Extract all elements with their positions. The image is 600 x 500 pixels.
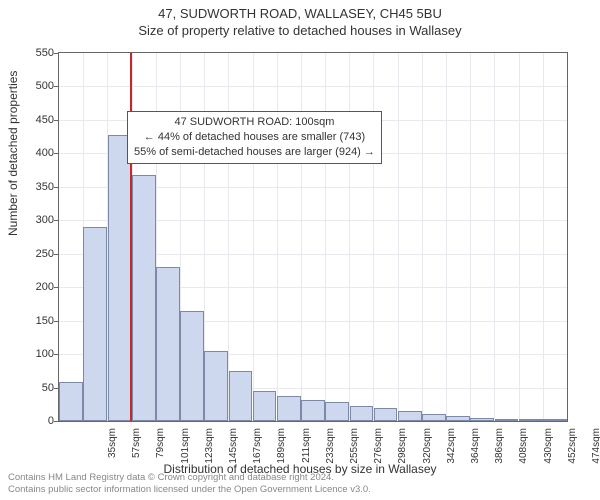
- chart-title: Size of property relative to detached ho…: [0, 21, 600, 38]
- histogram-bar: [59, 382, 83, 421]
- histogram-bar: [180, 311, 204, 421]
- histogram-bar: [325, 402, 349, 421]
- histogram-bar: [398, 411, 422, 421]
- histogram-bar: [253, 391, 277, 421]
- histogram-bar: [132, 175, 156, 421]
- histogram-bar: [446, 416, 470, 421]
- histogram-bar: [470, 418, 494, 421]
- histogram-bar: [519, 419, 543, 421]
- histogram-bar: [543, 419, 567, 421]
- y-tick: 500: [0, 80, 54, 92]
- reference-line: [130, 53, 132, 421]
- histogram-bar: [301, 400, 325, 421]
- histogram-bar: [374, 408, 398, 421]
- chart-container: 47, SUDWORTH ROAD, WALLASEY, CH45 5BU Si…: [0, 0, 600, 500]
- histogram-bar: [156, 267, 180, 421]
- y-tick: 300: [0, 214, 54, 226]
- histogram-bar: [350, 406, 374, 421]
- histogram-bar: [422, 414, 446, 421]
- y-tick: 450: [0, 114, 54, 126]
- chart-supertitle: 47, SUDWORTH ROAD, WALLASEY, CH45 5BU: [0, 0, 600, 21]
- annotation-line1: 47 SUDWORTH ROAD: 100sqm: [134, 115, 375, 130]
- histogram-bar: [108, 135, 132, 421]
- histogram-bar: [204, 351, 228, 421]
- y-tick: 50: [0, 382, 54, 394]
- y-tick: 400: [0, 147, 54, 159]
- annotation-line2: ← 44% of detached houses are smaller (74…: [134, 130, 375, 145]
- annotation-box: 47 SUDWORTH ROAD: 100sqm ← 44% of detach…: [127, 111, 382, 164]
- y-tick: 0: [0, 415, 54, 427]
- histogram-bar: [83, 227, 107, 421]
- y-tick: 250: [0, 248, 54, 260]
- y-tick: 200: [0, 281, 54, 293]
- y-tick: 100: [0, 348, 54, 360]
- histogram-bar: [229, 371, 253, 421]
- histogram-bar: [277, 396, 301, 421]
- annotation-line3: 55% of semi-detached houses are larger (…: [134, 145, 375, 160]
- y-tick: 350: [0, 181, 54, 193]
- credit-text: Contains HM Land Registry data © Crown c…: [8, 472, 371, 496]
- y-tick: 550: [0, 47, 54, 59]
- plot-area: 47 SUDWORTH ROAD: 100sqm ← 44% of detach…: [58, 52, 568, 422]
- y-tick: 150: [0, 315, 54, 327]
- histogram-bar: [495, 419, 519, 421]
